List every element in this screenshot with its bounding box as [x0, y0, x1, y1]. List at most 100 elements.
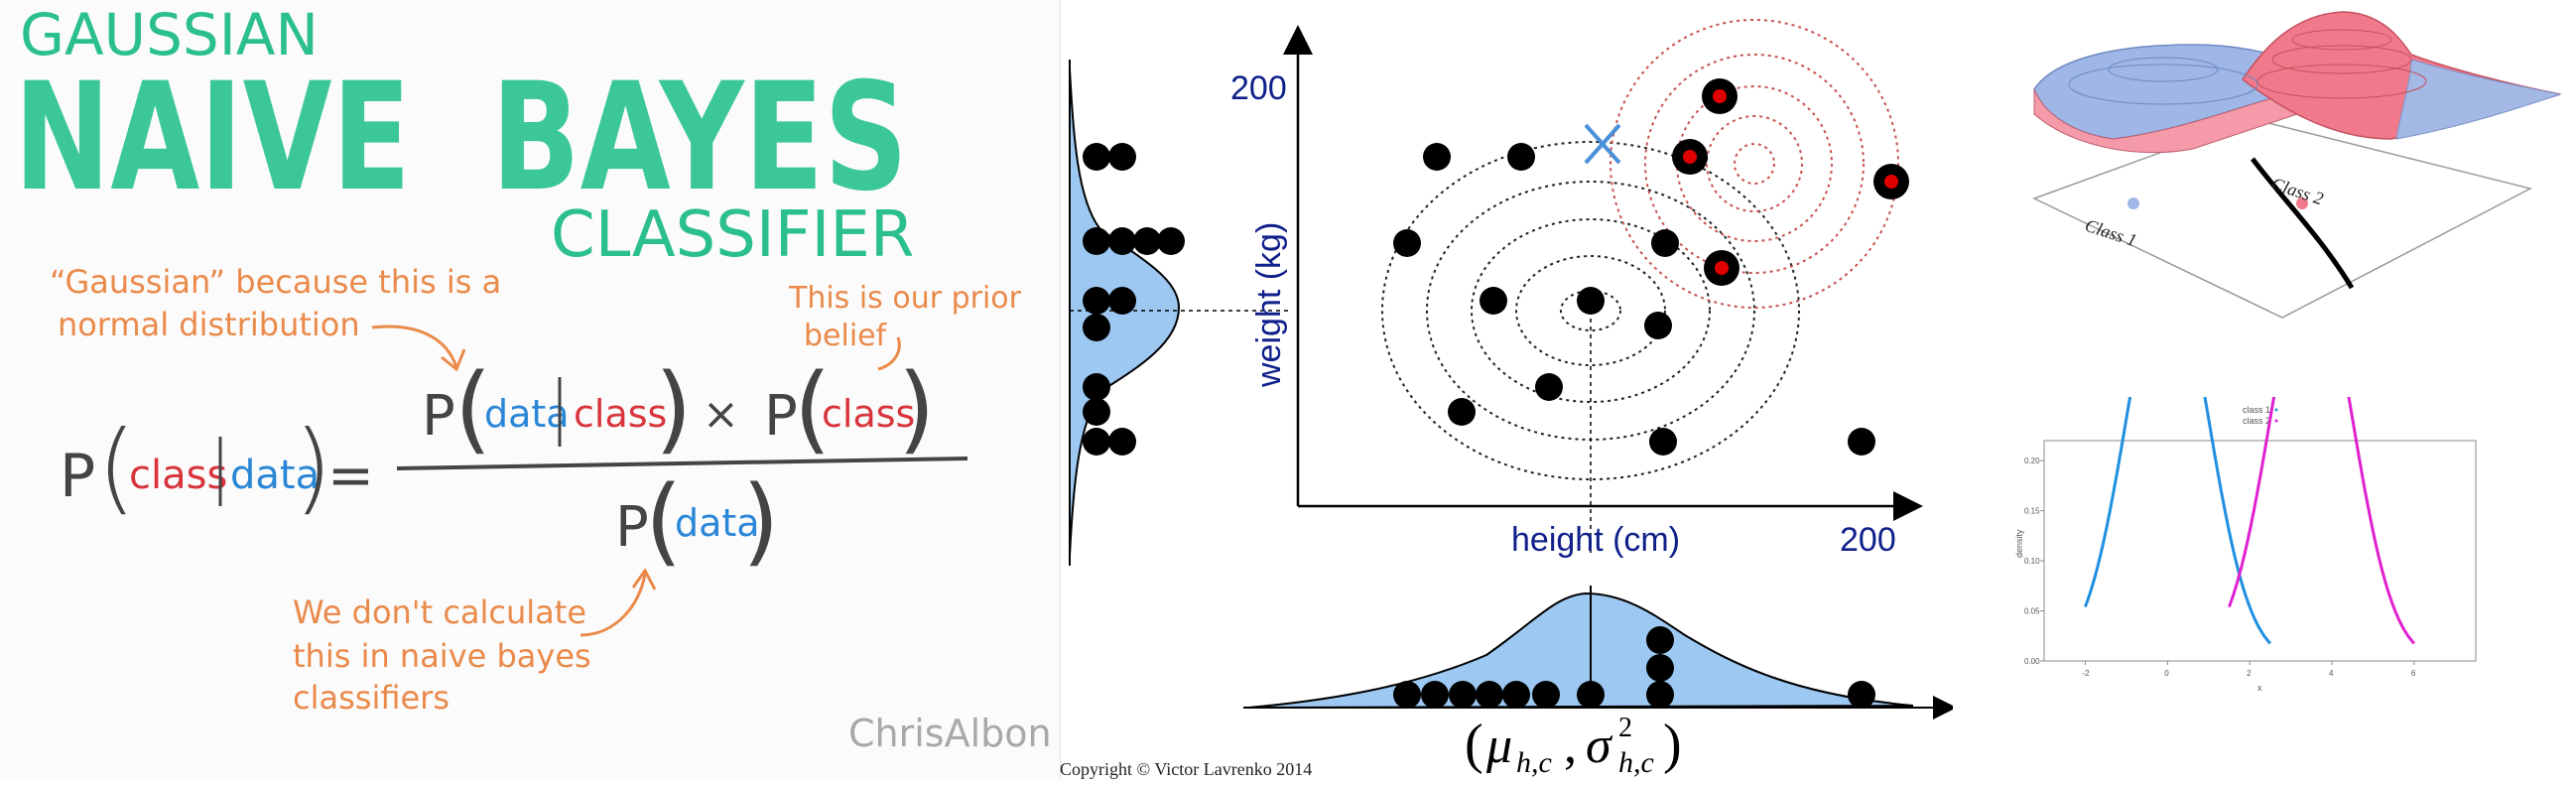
class1-contour-2 — [1471, 218, 1711, 403]
query-point-x-icon — [1584, 123, 1621, 165]
class2-contour-0 — [1734, 143, 1775, 185]
formula-den-p: P — [615, 495, 649, 560]
note-denominator-line3: classifiers — [293, 679, 450, 717]
scatter-points — [1393, 143, 1875, 456]
note-prior-line2: belief — [804, 319, 888, 353]
class2-floor-marker — [2296, 197, 2308, 209]
formula-num-class1: class — [574, 392, 667, 436]
arrow-gaussian — [371, 325, 458, 368]
left-marginal-points — [1083, 143, 1185, 456]
class2-point-inner — [1884, 175, 1898, 189]
title-bayes: BAYES — [491, 52, 908, 224]
bottom-marginal-point — [1502, 681, 1530, 709]
density-y-tick-label: 0.10 — [2024, 557, 2040, 566]
density-x-tick-label: 4 — [2329, 669, 2334, 678]
scatter-point — [1644, 312, 1672, 339]
note-gaussian-line1: “Gaussian” because this is a — [50, 263, 501, 301]
svg-text:h,c: h,c — [1618, 746, 1654, 779]
scatter-point — [1448, 398, 1476, 426]
class2-point-inner — [1683, 150, 1697, 164]
legend-class1: class 1 — [2243, 405, 2270, 415]
formula-fraction-bar — [396, 457, 968, 470]
copyright-text: Copyright © Victor Lavrenko 2014 — [1060, 759, 1313, 779]
class1-floor-marker — [2127, 197, 2139, 209]
density-x-ticks: -2 0 2 4 6 — [2082, 661, 2416, 678]
left-marginal-point — [1108, 287, 1136, 315]
sketch-canvas: GAUSSIAN NAIVE BAYES CLASSIFIER “Gaussia… — [14, 1, 1052, 755]
class1-contour-4 — [1381, 141, 1800, 480]
scatter-point — [1649, 428, 1677, 456]
class2-contour-lines — [2256, 29, 2427, 99]
left-marginal-point — [1083, 227, 1110, 255]
title-naive: NAIVE — [14, 52, 411, 224]
formula-num-data: data — [484, 392, 570, 436]
left-marginal-point — [1083, 314, 1110, 341]
left-marginal-point — [1108, 227, 1136, 255]
bottom-marginal-point — [1476, 681, 1503, 709]
sketch-panel: GAUSSIAN NAIVE BAYES CLASSIFIER “Gaussia… — [0, 0, 1061, 780]
scatter-point — [1535, 373, 1563, 401]
bottom-marginal-point — [1393, 681, 1421, 709]
left-marginal-point — [1157, 227, 1185, 255]
formula-num-close2: ) — [898, 353, 935, 464]
class2-contours — [1610, 19, 1899, 309]
formula-lhs-data: data — [230, 453, 320, 498]
title-classifier: CLASSIFIER — [551, 198, 914, 272]
left-marginal-point — [1083, 428, 1110, 456]
floor-plane — [2032, 118, 2533, 319]
density-y-tick-label: 0.00 — [2024, 657, 2040, 666]
density-x-tick-label: 2 — [2247, 669, 2252, 678]
formula-lhs-open-paren: ( — [97, 409, 136, 525]
bottom-marginal-point — [1646, 654, 1674, 682]
density-y-tick-label: 0.15 — [2024, 507, 2040, 516]
left-marginal-point — [1108, 143, 1136, 171]
density-x-tick-label: -2 — [2082, 669, 2090, 678]
arrow-prior — [877, 336, 901, 371]
bottom-marginal-point — [1577, 681, 1605, 709]
formula-times: × — [703, 389, 739, 440]
formula-lhs-p: P — [60, 442, 95, 511]
formula-lhs-close-paren: ) — [294, 409, 332, 525]
formula-num-open1: ( — [454, 353, 491, 464]
class2-contour-1 — [1706, 115, 1803, 212]
bottom-marginal-points — [1393, 626, 1875, 709]
left-marginal-point — [1108, 428, 1136, 456]
note-denominator-line1: We don't calculate — [293, 593, 586, 631]
formula-num-close1: ) — [655, 353, 692, 464]
title-gaussian: GAUSSIAN — [20, 1, 319, 68]
density-legend: class 1 class 2 — [2243, 405, 2278, 426]
density-x-tick-label: 6 — [2411, 669, 2416, 678]
bottom-marginal-point — [1646, 626, 1674, 654]
svg-text:μ: μ — [1485, 718, 1512, 774]
density-canvas: 0.20 0.15 0.10 0.05 0.00 -2 0 2 4 6 density x cl… — [2014, 259, 2477, 693]
bottom-marginal-point — [1532, 681, 1560, 709]
svg-text:σ: σ — [1586, 718, 1613, 774]
bottom-marginal-point — [1421, 681, 1449, 709]
formula-num-p1: P — [422, 384, 455, 449]
class1-contour-0 — [1560, 290, 1621, 331]
scatter-point — [1577, 287, 1605, 315]
class1-contour-lines — [2068, 57, 2258, 105]
density-x-tick-label: 0 — [2164, 669, 2169, 678]
x-tick-200: 200 — [1840, 521, 1896, 559]
formula-num-p2: P — [764, 384, 798, 449]
bottom-marginal-point — [1449, 681, 1477, 709]
density-y-ticks: 0.20 0.15 0.10 0.05 0.00 — [2024, 457, 2044, 666]
arrowhead-denominator — [631, 568, 657, 590]
surface-3d-panel: Class 1 Class 2 — [1995, 0, 2576, 397]
decision-boundary — [2251, 157, 2355, 290]
scatter-point — [1651, 229, 1679, 257]
bottom-marginal-point — [1646, 681, 1674, 709]
surface-3d-canvas: Class 1 Class 2 — [2032, 11, 2562, 319]
class1-surface-right — [2395, 59, 2562, 140]
scatter-point — [1393, 229, 1421, 257]
class2-point-inner — [1715, 261, 1729, 275]
class2-contour-2 — [1676, 85, 1833, 242]
density-x-label: x — [2257, 683, 2262, 693]
formula-den-data: data — [675, 501, 760, 545]
class2-point-inner — [1713, 89, 1727, 103]
density-y-tick-label: 0.05 — [2024, 607, 2040, 616]
scatter-point — [1480, 287, 1507, 315]
arrow-denominator — [580, 573, 647, 637]
svg-text:2: 2 — [1618, 713, 1632, 743]
